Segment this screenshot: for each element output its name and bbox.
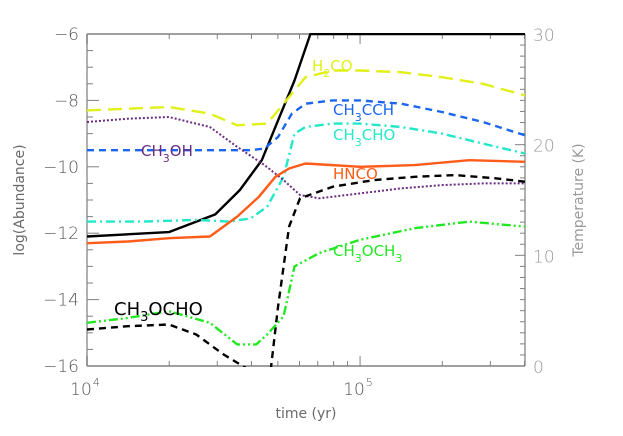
y2-axis-title: Temperature (K) xyxy=(571,143,587,257)
series-ch3cho-line xyxy=(87,122,525,223)
series-temperature-line xyxy=(87,33,525,238)
axis-ticks: −6 −8 −10 −12 −14 −16 0 10 20 30 104 105 xyxy=(43,25,555,400)
y-tick-label: −12 xyxy=(43,224,79,244)
series-ch3oh-line xyxy=(87,116,525,200)
y2-tick-label: 30 xyxy=(533,26,555,46)
y-tick-label: −16 xyxy=(43,357,79,377)
y-tick-label: −10 xyxy=(43,158,79,178)
y2-tick-label: 20 xyxy=(533,137,555,157)
plot-curves xyxy=(87,33,525,367)
y2-tick-label: 10 xyxy=(533,247,555,267)
label-ch3cho: CH3CHO xyxy=(333,126,395,149)
y-tick-label: −14 xyxy=(43,291,79,311)
label-ch3oh: CH3OH xyxy=(141,142,193,165)
x-axis-title: time (yr) xyxy=(275,406,336,422)
label-ch3ocho: CH3OCHO xyxy=(114,299,203,325)
series-ch3ocho-line xyxy=(87,173,525,367)
y-axis-title: log(Abundance) xyxy=(12,144,28,255)
y-tick-label: −8 xyxy=(54,91,79,111)
y2-tick-label: 0 xyxy=(533,358,544,378)
x-tick-label: 104 xyxy=(70,376,100,400)
series-ch3och3-line xyxy=(87,220,525,346)
label-ch3och3: CH3OCH3 xyxy=(333,242,402,265)
label-ch3cch: CH3CCH xyxy=(333,101,394,124)
label-hnco: HNCO xyxy=(333,165,378,183)
series-ch3cch-line xyxy=(87,99,525,152)
label-h2co: H2CO xyxy=(312,57,353,80)
series-hnco-line xyxy=(87,158,525,245)
x-tick-label: 105 xyxy=(343,376,373,400)
series-h2co-line xyxy=(87,69,525,127)
y-tick-label: −6 xyxy=(54,25,79,45)
